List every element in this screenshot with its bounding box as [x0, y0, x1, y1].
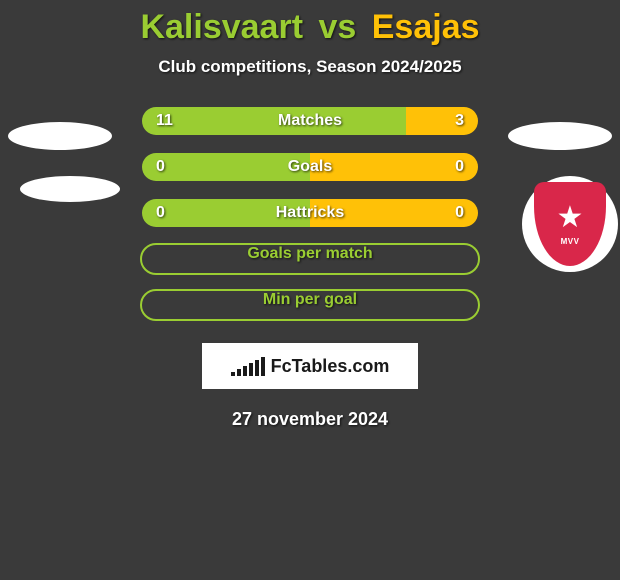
date: 27 november 2024: [0, 409, 620, 430]
stat-label: Matches: [142, 112, 478, 130]
logo-bars-icon: [231, 357, 265, 376]
stat-value-left: 0: [156, 158, 180, 176]
stat-row: 11Matches3: [140, 105, 480, 137]
logo-bar: [255, 360, 259, 376]
stat-label: Hattricks: [142, 204, 478, 222]
comparison-card: Kalisvaart vs Esajas Club competitions, …: [0, 0, 620, 430]
title-right-player: Esajas: [372, 8, 480, 46]
stat-value-right: 0: [440, 204, 464, 222]
stats-rows: 11Matches30Goals00Hattricks0Goals per ma…: [140, 105, 480, 321]
stat-value-left: 11: [156, 112, 180, 130]
stat-label: Goals: [142, 158, 478, 176]
stat-value-left: 0: [156, 204, 180, 222]
logo-bar: [243, 366, 247, 376]
title-vs: vs: [318, 8, 356, 46]
stat-value-right: 0: [440, 158, 464, 176]
stat-row: 0Goals0: [140, 151, 480, 183]
subtitle: Club competitions, Season 2024/2025: [0, 57, 620, 77]
logo-bar: [249, 363, 253, 376]
stat-label: Goals per match: [142, 245, 478, 263]
stat-row: Goals per match: [140, 243, 480, 275]
stat-value-right: 3: [440, 112, 464, 130]
stat-overlay: 0Goals0: [142, 153, 478, 181]
title: Kalisvaart vs Esajas: [0, 8, 620, 47]
stat-label: Min per goal: [142, 291, 478, 309]
logo-bar: [237, 369, 241, 376]
stat-overlay: 11Matches3: [142, 107, 478, 135]
logo-bar: [261, 357, 265, 376]
fctables-logo: FcTables.com: [202, 343, 418, 389]
stat-row: 0Hattricks0: [140, 197, 480, 229]
title-left-player: Kalisvaart: [140, 8, 303, 46]
stat-overlay: 0Hattricks0: [142, 199, 478, 227]
logo-text: FcTables.com: [271, 356, 390, 377]
logo-bar: [231, 372, 235, 376]
stat-row: Min per goal: [140, 289, 480, 321]
